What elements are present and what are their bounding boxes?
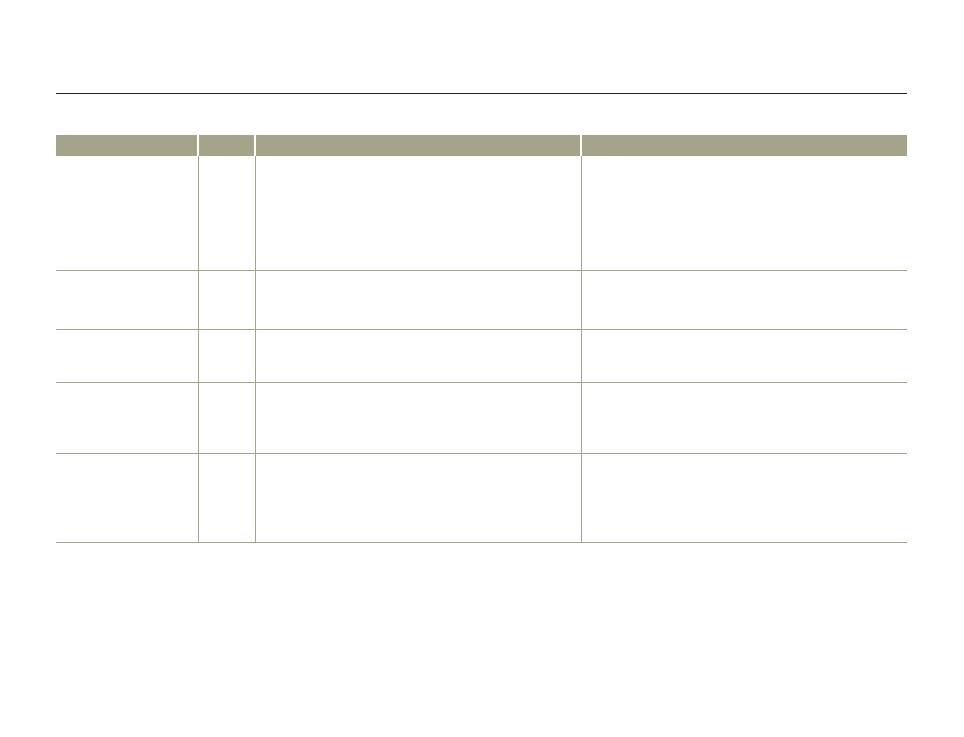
data-table bbox=[56, 135, 907, 543]
table-cell bbox=[580, 270, 907, 330]
column-header bbox=[197, 135, 255, 156]
table-cell bbox=[56, 453, 198, 543]
table-cell bbox=[254, 453, 581, 543]
table-row bbox=[56, 453, 907, 543]
table-cell bbox=[580, 453, 907, 543]
column-header bbox=[56, 135, 198, 156]
table-cell bbox=[56, 329, 198, 383]
table-cell bbox=[197, 453, 255, 543]
table-cell bbox=[254, 270, 581, 330]
table-header-row bbox=[56, 135, 907, 156]
column-header bbox=[254, 135, 581, 156]
table-cell bbox=[56, 156, 198, 271]
table-cell bbox=[580, 156, 907, 271]
table-cell bbox=[56, 382, 198, 454]
table-cell bbox=[197, 382, 255, 454]
table-cell bbox=[56, 270, 198, 330]
table-cell bbox=[197, 156, 255, 271]
table-cell bbox=[580, 329, 907, 383]
table-cell bbox=[580, 382, 907, 454]
table-row bbox=[56, 270, 907, 330]
table-cell bbox=[254, 156, 581, 271]
table-cell bbox=[254, 382, 581, 454]
column-header bbox=[580, 135, 907, 156]
table-cell bbox=[197, 329, 255, 383]
table-cell bbox=[197, 270, 255, 330]
top-rule bbox=[56, 93, 907, 94]
table-cell bbox=[254, 329, 581, 383]
table-row bbox=[56, 382, 907, 454]
table-row bbox=[56, 156, 907, 271]
table-row bbox=[56, 329, 907, 383]
